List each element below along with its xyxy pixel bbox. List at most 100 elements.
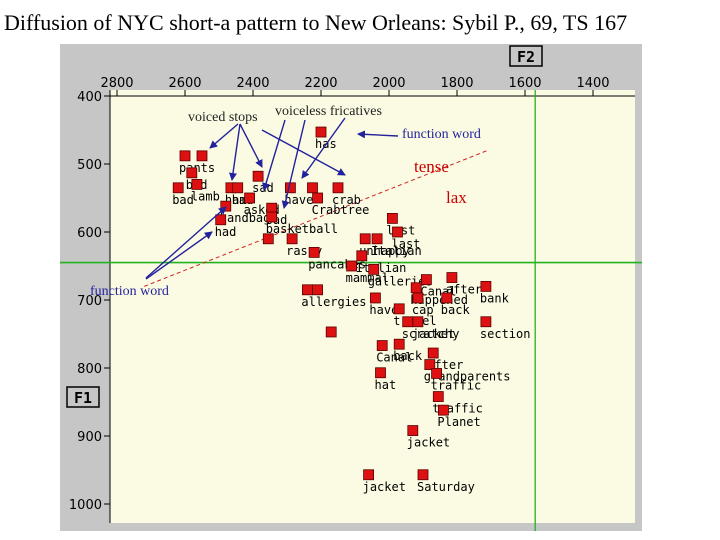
x-tick-label: 2600	[168, 76, 201, 91]
axes: 2800 2600 2400 2200 2000 1800 1600 1400 400 500 60…	[69, 76, 635, 523]
tense-lax-divider	[144, 149, 488, 287]
data-point-marker	[431, 368, 443, 379]
data-point-label: grandparents	[424, 370, 511, 384]
data-point-marker	[369, 292, 381, 304]
f1-label: F1	[74, 389, 92, 407]
annotation-voiced-stops: voiced stops	[188, 110, 258, 125]
y-tick-label: 1000	[69, 498, 102, 513]
x-tick-label: 1800	[440, 76, 473, 91]
data-point-marker	[407, 425, 419, 436]
data-point-marker	[196, 150, 208, 162]
data-point-label: have	[284, 193, 313, 207]
data-point-marker	[480, 280, 492, 292]
data-point-label: Crabtree	[312, 203, 370, 217]
data-point-label: sad	[252, 181, 274, 195]
x-tick-label: 2000	[372, 76, 405, 91]
data-point-label: last	[392, 237, 421, 251]
data-point-marker	[215, 214, 227, 226]
data-point-label: scratchy	[402, 327, 460, 341]
data-point-label: lamb	[191, 189, 220, 203]
annotation-arrows	[145, 117, 399, 280]
data-point-label: jacket	[407, 436, 450, 450]
data-point-marker	[252, 170, 264, 182]
data-point-label: Italian	[371, 244, 422, 258]
y-tick-label: 500	[77, 158, 102, 173]
annotation-function-word-upper: function word	[402, 127, 481, 142]
f2-box	[509, 45, 543, 67]
y-tick-label: 600	[77, 226, 102, 241]
data-point-marker	[393, 303, 405, 315]
x-tick-label: 1600	[508, 76, 541, 91]
data-point-marker	[307, 182, 318, 194]
data-point-marker	[424, 359, 436, 371]
x-tick-label: 2200	[304, 76, 337, 91]
data-point-marker	[432, 391, 444, 402]
data-point-marker	[375, 367, 386, 379]
annotation-arrow	[261, 129, 346, 176]
x-tick-label: 1400	[576, 76, 609, 91]
y-tick-label: 900	[77, 430, 102, 445]
data-point-label: crab	[332, 193, 361, 207]
y-tick-label: 800	[77, 362, 102, 377]
annotation-lax: lax	[446, 188, 467, 207]
annotation-voiceless-fricatives: voiceless fricatives	[275, 104, 382, 119]
axis-name-boxes: F2 F1	[66, 45, 543, 408]
y-tick-label: 700	[77, 294, 102, 309]
data-point-marker	[410, 282, 422, 294]
data-point-label: back	[441, 303, 471, 317]
annotation-arrow	[262, 119, 286, 191]
x-tick-label: 2800	[100, 76, 133, 91]
data-point-marker	[427, 347, 439, 359]
data-point-label: bad	[172, 193, 194, 207]
annotation-arrow	[209, 123, 239, 149]
data-point-label: bank	[480, 291, 510, 305]
data-point-marker	[308, 246, 320, 258]
data-point-label: jacket	[363, 480, 406, 494]
annotations: voiced stops voiceless fricatives functi…	[90, 104, 481, 299]
data-point-label: Canal	[376, 351, 412, 365]
data-point-marker	[417, 469, 429, 481]
data-point-marker	[312, 192, 324, 204]
annotation-tense: tense	[414, 157, 449, 176]
data-point-marker	[371, 233, 383, 245]
data-point-label: cap	[412, 303, 434, 317]
data-point-marker	[284, 182, 296, 194]
data-point-marker	[332, 182, 344, 194]
annotation-arrow	[239, 123, 263, 168]
data-point-label: had	[215, 225, 237, 239]
data-point-label: Saturday	[417, 480, 475, 494]
data-point-marker	[446, 272, 458, 283]
data-point-label: handbag	[220, 211, 271, 225]
data-point-marker	[312, 284, 324, 296]
x-tick-label: 2400	[236, 76, 269, 91]
data-point-label: traffic	[431, 378, 482, 392]
data-point-label: have	[369, 303, 398, 317]
annotation-arrow	[357, 130, 399, 139]
data-point-marker	[266, 211, 278, 223]
data-point-marker	[392, 226, 403, 238]
data-point-marker	[172, 182, 184, 194]
data-point-marker	[315, 126, 327, 138]
data-points: haspantsbadlambbadhamhadhandbaghadsadhav…	[172, 126, 530, 494]
data-point-marker	[393, 338, 405, 350]
data-point-marker	[386, 212, 398, 224]
data-point-marker	[441, 292, 453, 304]
data-point-label: jacket	[412, 327, 455, 341]
data-point-marker	[186, 167, 198, 179]
data-point-marker	[179, 150, 191, 162]
annotation-arrow	[281, 119, 306, 209]
data-point-marker	[356, 250, 368, 262]
data-point-marker	[376, 340, 388, 351]
f2-label: F2	[517, 48, 535, 66]
annotation-function-word-lower: function word	[90, 284, 169, 299]
data-point-label: happened	[410, 293, 468, 307]
data-point-marker	[191, 178, 203, 190]
f1-box	[66, 386, 100, 408]
data-point-marker	[402, 316, 414, 328]
annotation-arrow	[145, 206, 227, 279]
data-point-marker	[368, 263, 380, 275]
data-point-marker	[346, 260, 358, 272]
data-point-label: back	[393, 349, 423, 363]
data-point-label: unhappy	[359, 244, 410, 258]
data-point-marker	[412, 292, 424, 304]
